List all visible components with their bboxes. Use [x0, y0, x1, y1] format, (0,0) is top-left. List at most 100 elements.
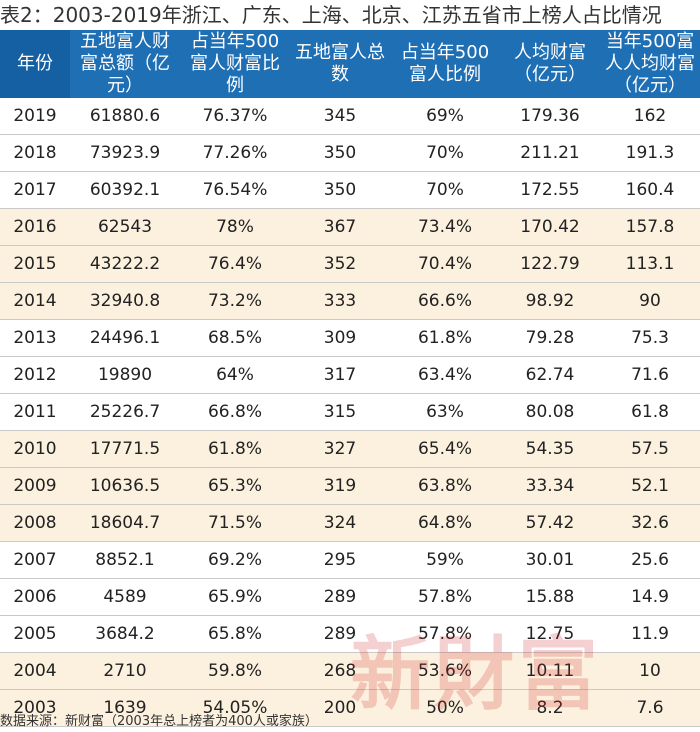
header-row: 年份 五地富人财富总额（亿元） 占当年500富人财富比例 五地富人总数 占当年5… — [0, 30, 700, 98]
cell-count-share: 64.8% — [390, 504, 500, 542]
cell-count-share: 66.6% — [390, 282, 500, 320]
cell-total-wealth: 25226.7 — [70, 393, 180, 431]
cell-wealth-share: 66.8% — [180, 393, 290, 431]
cell-avg-wealth: 54.35 — [500, 430, 600, 468]
header-avg-wealth: 人均财富（亿元） — [500, 30, 600, 98]
cell-500-avg-wealth: 113.1 — [600, 245, 700, 283]
header-wealth-share: 占当年500富人财富比例 — [180, 30, 290, 98]
cell-total-wealth: 2710 — [70, 652, 180, 690]
cell-year: 2006 — [0, 578, 70, 616]
cell-wealth-share: 54.05% — [180, 689, 290, 727]
cell-year: 2017 — [0, 171, 70, 209]
cell-year: 2011 — [0, 393, 70, 431]
table-row: 2013 24496.1 68.5% 309 61.8% 79.28 75.3 — [0, 319, 700, 357]
cell-500-avg-wealth: 14.9 — [600, 578, 700, 616]
cell-total-wealth: 43222.2 — [70, 245, 180, 283]
table-row: 2019 61880.6 76.37% 345 69% 179.36 162 — [0, 98, 700, 135]
header-total-wealth: 五地富人财富总额（亿元） — [70, 30, 180, 98]
cell-wealth-share: 69.2% — [180, 541, 290, 579]
cell-year: 2013 — [0, 319, 70, 357]
cell-total-wealth: 24496.1 — [70, 319, 180, 357]
cell-avg-wealth: 12.75 — [500, 615, 600, 653]
table-row: 2016 62543 78% 367 73.4% 170.42 157.8 — [0, 208, 700, 246]
header-count-share: 占当年500富人比例 — [390, 30, 500, 98]
cell-total-wealth: 60392.1 — [70, 171, 180, 209]
cell-avg-wealth: 8.2 — [500, 689, 600, 727]
cell-avg-wealth: 62.74 — [500, 356, 600, 394]
cell-total-wealth: 17771.5 — [70, 430, 180, 468]
cell-wealth-share: 65.8% — [180, 615, 290, 653]
source-note: 数据来源：新财富（2003年总上榜者为400人或家族） — [0, 714, 318, 729]
cell-500-avg-wealth: 75.3 — [600, 319, 700, 357]
cell-wealth-share: 78% — [180, 208, 290, 246]
table-row: 2007 8852.1 69.2% 295 59% 30.01 25.6 — [0, 541, 700, 579]
header-500-avg-wealth: 当年500富人人均财富（亿元） — [600, 30, 700, 98]
table-row: 2010 17771.5 61.8% 327 65.4% 54.35 57.5 — [0, 430, 700, 468]
cell-count-share: 73.4% — [390, 208, 500, 246]
cell-wealth-share: 76.4% — [180, 245, 290, 283]
table-row: 2003 1639 54.05% 200 50% 8.2 7.6 — [0, 689, 700, 727]
cell-year: 2014 — [0, 282, 70, 320]
cell-year: 2005 — [0, 615, 70, 653]
cell-count-share: 69% — [390, 98, 500, 135]
cell-rich-count: 200 — [290, 689, 390, 727]
cell-year: 2012 — [0, 356, 70, 394]
cell-500-avg-wealth: 52.1 — [600, 467, 700, 505]
cell-rich-count: 315 — [290, 393, 390, 431]
table-row: 2004 2710 59.8% 268 53.6% 10.11 10 — [0, 652, 700, 690]
cell-rich-count: 345 — [290, 98, 390, 135]
cell-500-avg-wealth: 162 — [600, 98, 700, 135]
cell-year: 2003 — [0, 689, 70, 727]
cell-count-share: 50% — [390, 689, 500, 727]
table-row: 2006 4589 65.9% 289 57.8% 15.88 14.9 — [0, 578, 700, 616]
cell-total-wealth: 73923.9 — [70, 134, 180, 172]
cell-year: 2018 — [0, 134, 70, 172]
cell-rich-count: 367 — [290, 208, 390, 246]
cell-rich-count: 350 — [290, 134, 390, 172]
cell-count-share: 70.4% — [390, 245, 500, 283]
cell-total-wealth: 10636.5 — [70, 467, 180, 505]
cell-total-wealth: 8852.1 — [70, 541, 180, 579]
header-rich-count: 五地富人总数 — [290, 30, 390, 98]
cell-rich-count: 295 — [290, 541, 390, 579]
cell-wealth-share: 73.2% — [180, 282, 290, 320]
cell-500-avg-wealth: 157.8 — [600, 208, 700, 246]
cell-wealth-share: 76.54% — [180, 171, 290, 209]
cell-year: 2004 — [0, 652, 70, 690]
cell-avg-wealth: 79.28 — [500, 319, 600, 357]
cell-wealth-share: 59.8% — [180, 652, 290, 690]
cell-year: 2009 — [0, 467, 70, 505]
cell-avg-wealth: 30.01 — [500, 541, 600, 579]
cell-rich-count: 289 — [290, 615, 390, 653]
cell-500-avg-wealth: 160.4 — [600, 171, 700, 209]
cell-rich-count: 319 — [290, 467, 390, 505]
table-title: 表2：2003-2019年浙江、广东、上海、北京、江苏五省市上榜人占比情况 — [0, 3, 662, 27]
cell-avg-wealth: 172.55 — [500, 171, 600, 209]
table-row: 2014 32940.8 73.2% 333 66.6% 98.92 90 — [0, 282, 700, 320]
table-row: 2017 60392.1 76.54% 350 70% 172.55 160.4 — [0, 171, 700, 209]
cell-500-avg-wealth: 61.8 — [600, 393, 700, 431]
cell-count-share: 63% — [390, 393, 500, 431]
cell-count-share: 61.8% — [390, 319, 500, 357]
cell-500-avg-wealth: 7.6 — [600, 689, 700, 727]
cell-year: 2016 — [0, 208, 70, 246]
cell-500-avg-wealth: 32.6 — [600, 504, 700, 542]
cell-500-avg-wealth: 191.3 — [600, 134, 700, 172]
cell-avg-wealth: 170.42 — [500, 208, 600, 246]
cell-wealth-share: 65.9% — [180, 578, 290, 616]
cell-total-wealth: 61880.6 — [70, 98, 180, 135]
cell-year: 2010 — [0, 430, 70, 468]
cell-total-wealth: 18604.7 — [70, 504, 180, 542]
cell-year: 2019 — [0, 98, 70, 135]
cell-wealth-share: 61.8% — [180, 430, 290, 468]
cell-500-avg-wealth: 10 — [600, 652, 700, 690]
cell-rich-count: 289 — [290, 578, 390, 616]
cell-total-wealth: 62543 — [70, 208, 180, 246]
cell-year: 2007 — [0, 541, 70, 579]
cell-avg-wealth: 211.21 — [500, 134, 600, 172]
cell-rich-count: 352 — [290, 245, 390, 283]
table-body: 2019 61880.6 76.37% 345 69% 179.36 162 2018 7392… — [0, 98, 700, 727]
table-row: 2012 19890 64% 317 63.4% 62.74 71.6 — [0, 356, 700, 394]
cell-count-share: 70% — [390, 134, 500, 172]
cell-avg-wealth: 80.08 — [500, 393, 600, 431]
